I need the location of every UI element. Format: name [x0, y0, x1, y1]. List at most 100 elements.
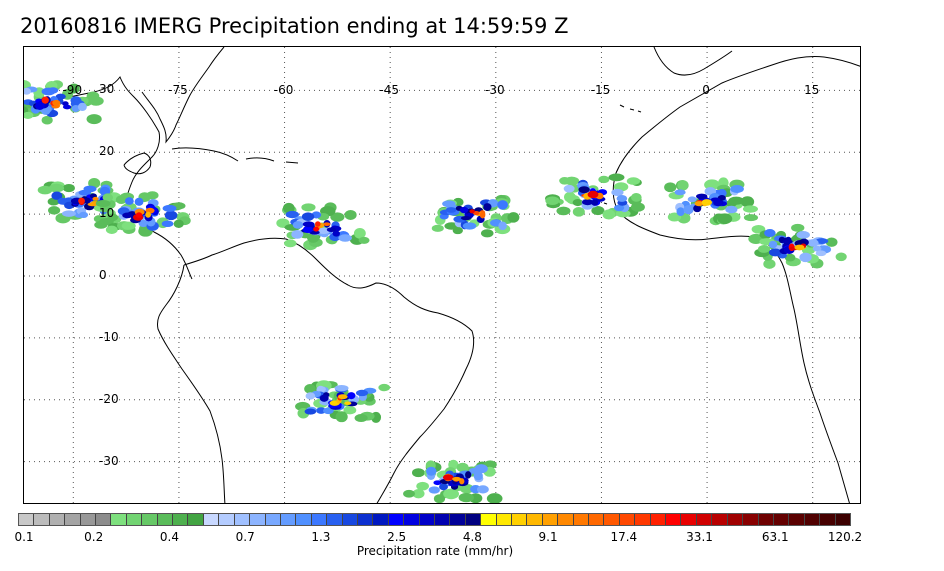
- precip-cell: [764, 229, 776, 238]
- precip-cell: [282, 202, 295, 214]
- precip-cell: [78, 197, 85, 205]
- precip-cell: [52, 99, 61, 106]
- precip-cell: [611, 188, 624, 197]
- precip-cell: [743, 214, 759, 222]
- colorbar-swatch: [773, 514, 790, 525]
- colorbar-tick-label: 2.5: [387, 530, 407, 544]
- coastline-puerto-rico: [285, 161, 299, 164]
- precip-cell: [41, 107, 51, 115]
- colorbar-swatch: [142, 514, 158, 525]
- colorbar-swatch: [604, 514, 620, 525]
- precip-cell: [302, 221, 315, 228]
- precip-cell: [301, 212, 315, 221]
- colorbar-tick-label: 33.1: [686, 530, 713, 544]
- precip-cell: [428, 486, 440, 494]
- latitude-label: -20: [99, 391, 119, 406]
- colorbar-swatch: [173, 514, 189, 525]
- precip-cell: [559, 176, 571, 185]
- precip-cell: [94, 221, 108, 229]
- precip-cell: [330, 212, 345, 222]
- precip-cell: [687, 196, 697, 203]
- precip-cell: [338, 234, 352, 242]
- colorbar-swatch: [96, 514, 112, 525]
- precip-cell: [442, 200, 456, 208]
- precip-cell: [134, 197, 144, 206]
- precip-cell: [498, 221, 507, 231]
- precip-cell: [124, 197, 134, 205]
- precip-cell: [315, 221, 321, 227]
- precip-cluster: [664, 177, 759, 226]
- precip-cell: [309, 230, 320, 235]
- colorbar-swatch: [743, 514, 759, 525]
- colorbar-tick-label: 9.1: [538, 530, 558, 544]
- colorbar-swatch: [434, 514, 451, 525]
- precip-cell: [591, 199, 599, 206]
- latitude-label: 0: [99, 268, 107, 282]
- precip-cell: [426, 466, 437, 476]
- precip-cell: [572, 207, 585, 217]
- precip-cluster: [24, 80, 104, 125]
- precip-cell: [757, 245, 771, 253]
- precip-cell: [403, 489, 415, 498]
- precip-cell: [476, 485, 489, 494]
- precip-cell: [48, 183, 65, 193]
- precip-cell: [122, 212, 133, 219]
- colorbar-swatch: [558, 514, 574, 525]
- colorbar-swatch: [727, 514, 744, 525]
- precip-cell: [469, 209, 475, 214]
- precip-cell: [335, 411, 348, 423]
- precip-cell: [683, 205, 694, 215]
- precip-cell: [717, 188, 727, 198]
- precip-cell: [347, 392, 356, 400]
- precip-cell: [358, 236, 370, 244]
- precip-cell: [431, 224, 444, 232]
- precip-cell: [784, 253, 796, 262]
- longitude-label: -60: [273, 83, 294, 97]
- precip-cell: [815, 250, 827, 257]
- colorbar-swatch: [34, 514, 50, 525]
- precip-cell: [799, 252, 812, 263]
- longitude-label: 15: [804, 83, 820, 97]
- precip-cell: [791, 223, 805, 232]
- precip-cell: [71, 105, 80, 113]
- precip-cell: [334, 385, 349, 392]
- precip-cell: [507, 212, 520, 223]
- precip-cell: [835, 252, 847, 262]
- precip-cell: [355, 389, 369, 397]
- precip-cell: [479, 211, 486, 219]
- precip-cell: [676, 207, 685, 217]
- precip-cell: [24, 111, 34, 119]
- colorbar-swatch: [404, 514, 420, 525]
- colorbar-swatch: [527, 514, 543, 525]
- precip-cell: [572, 198, 583, 207]
- colorbar-swatch: [512, 514, 528, 525]
- coastline-south-america-west: [157, 264, 226, 503]
- precip-cell: [717, 213, 733, 225]
- colorbar-swatch: [80, 514, 97, 525]
- precip-cell: [474, 464, 488, 474]
- precipitation-colorbar: [18, 513, 851, 526]
- precip-cell: [694, 201, 704, 207]
- colorbar-swatch: [388, 514, 405, 525]
- precip-cell: [807, 239, 819, 247]
- colorbar-swatch: [681, 514, 697, 525]
- precip-cell: [78, 211, 89, 218]
- colorbar-swatch: [280, 514, 297, 525]
- colorbar-swatch: [157, 514, 174, 525]
- longitude-label: -45: [379, 83, 399, 97]
- precip-cell: [47, 87, 59, 94]
- latitude-label: 20: [99, 144, 115, 159]
- colorbar-swatch: [758, 514, 774, 525]
- precip-cell: [442, 474, 454, 481]
- precip-cell: [135, 212, 143, 218]
- colorbar-swatch: [619, 514, 636, 525]
- precip-cell: [608, 173, 625, 182]
- precip-cell: [725, 205, 738, 214]
- precip-cell: [445, 207, 457, 213]
- precip-cell: [459, 206, 469, 214]
- colorbar-tick-label: 0.1: [14, 530, 34, 544]
- map-canvas: [24, 47, 860, 503]
- colorbar-swatch: [265, 514, 281, 525]
- precip-cell: [83, 185, 97, 193]
- colorbar-swatch: [357, 514, 374, 525]
